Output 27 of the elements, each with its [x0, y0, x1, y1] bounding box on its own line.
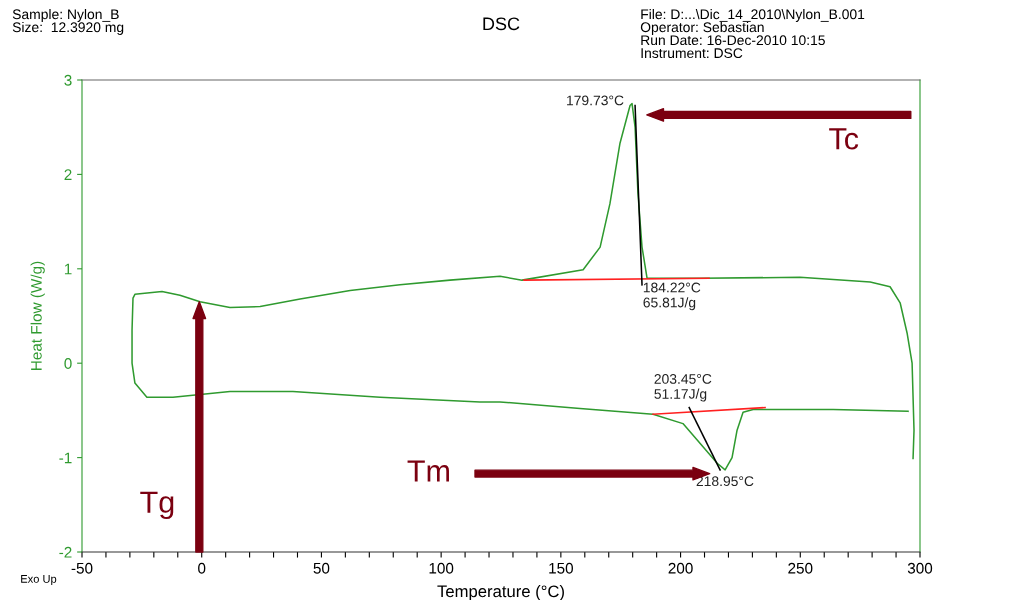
x-tick-label: 250	[788, 562, 813, 574]
annotation: Tg	[140, 491, 174, 520]
y-tick-label: 2	[64, 169, 72, 180]
x-tick-label: -50	[71, 562, 93, 574]
text: Sample: Nylon_B Size: 12.3920 mg	[12, 9, 124, 35]
annotation: 203.45°C 51.17J/g	[654, 374, 712, 402]
y-tick-label: -1	[59, 452, 72, 464]
y-axis-title: Heat Flow (W/g)	[30, 261, 45, 370]
y-tick-label: 3	[64, 74, 72, 86]
annotation: 218.95°C	[696, 476, 754, 487]
x-tick-label: 300	[907, 562, 933, 574]
annotation: Tc	[829, 128, 859, 150]
y-tick-label: -2	[59, 546, 72, 558]
annotation: 179.73°C	[567, 95, 624, 106]
y-tick-label: 1	[64, 263, 72, 275]
annotation: Tm	[407, 460, 449, 482]
x-tick-label: 100	[429, 562, 454, 574]
x-tick-label: 200	[668, 562, 693, 574]
y-tick-label: 0	[64, 358, 72, 369]
chart-title: DSC	[483, 17, 520, 31]
x-tick-label: 150	[549, 562, 574, 574]
x-tick-label: 0	[198, 562, 206, 574]
text: File: D:...\Dic_14_2010\Nylon_B.001 Operator: Sebastian Run Date: 16-Dec-2010 10:15 Instrument: DSC	[640, 9, 865, 59]
x-axis-title: Temperature (°C)	[437, 584, 564, 600]
annotation: 184.22°C 65.81J/g	[643, 282, 701, 311]
x-tick-label: 50	[313, 562, 330, 574]
text: Exo Up	[21, 575, 57, 585]
